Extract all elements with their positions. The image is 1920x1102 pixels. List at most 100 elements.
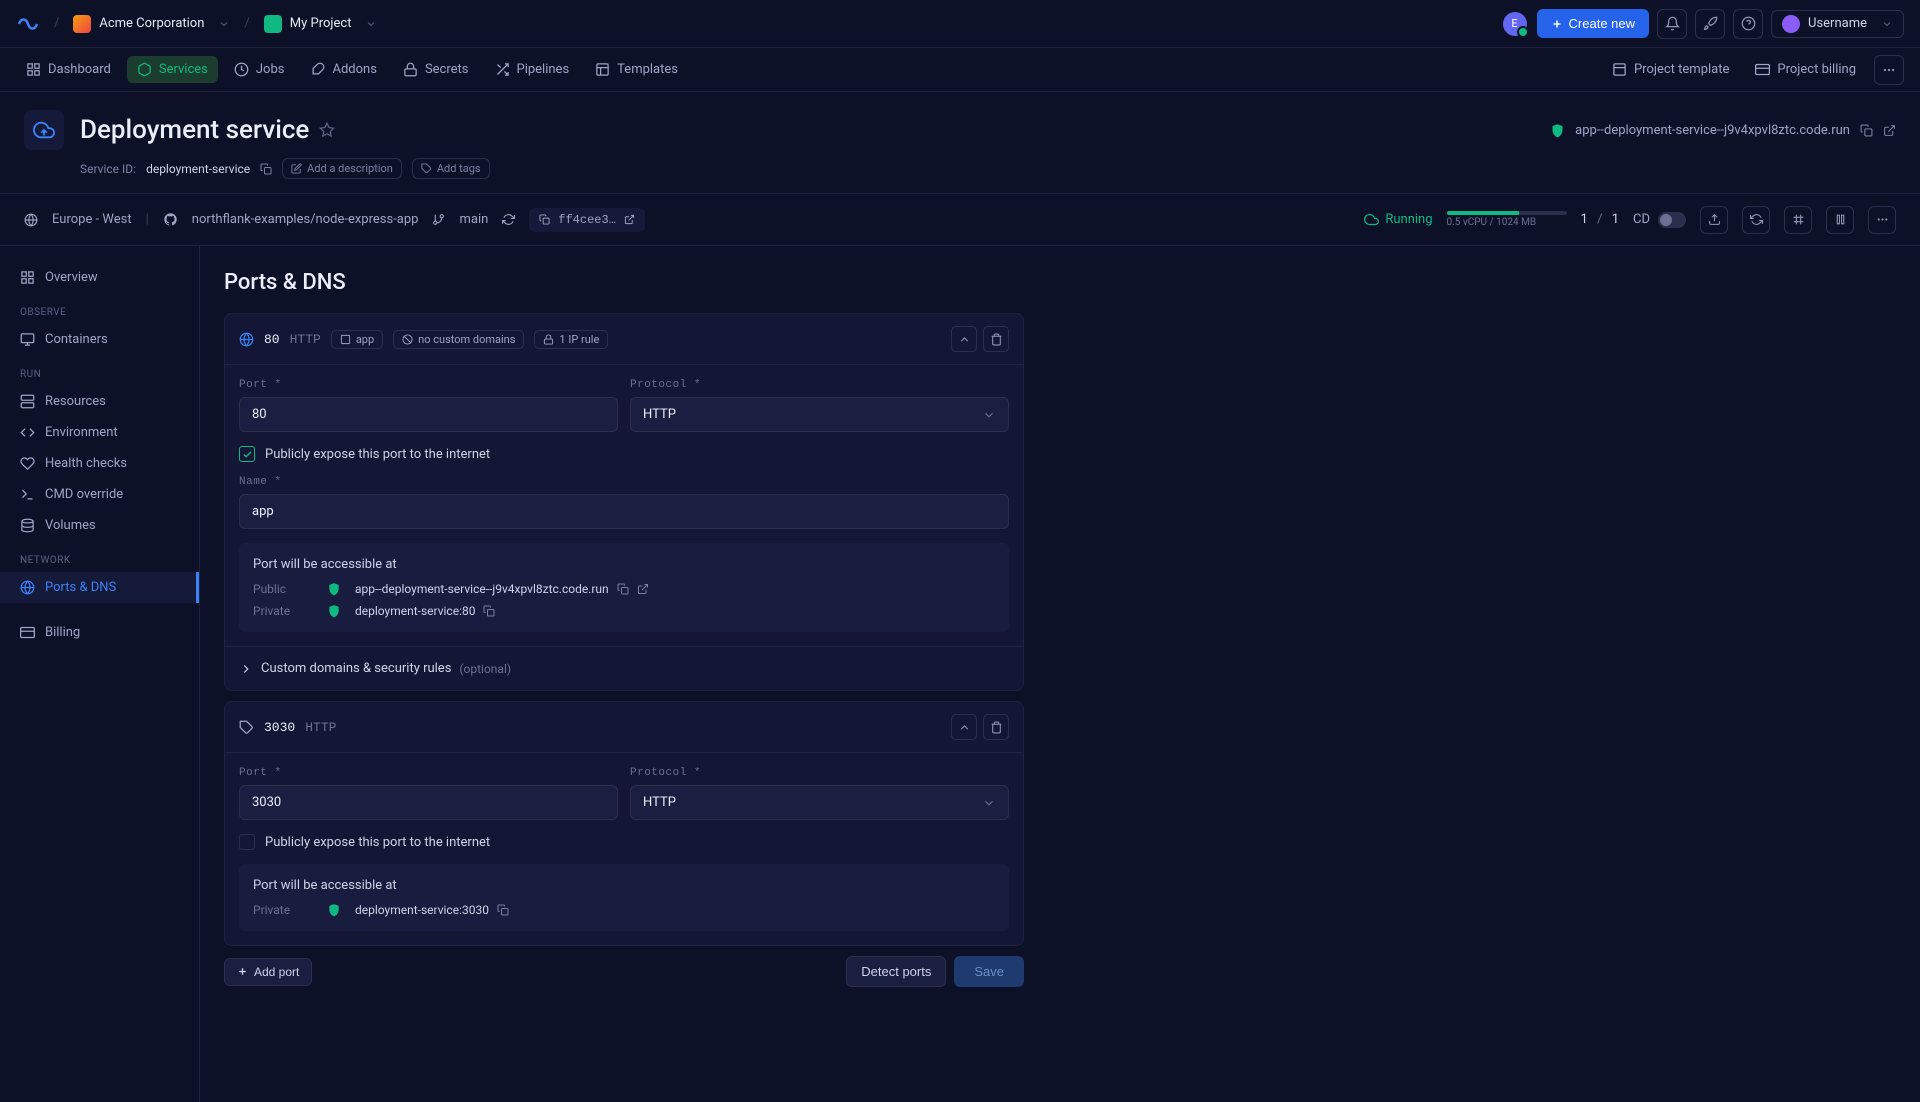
sidebar-item-resources[interactable]: Resources <box>0 386 199 417</box>
collapse-button[interactable] <box>951 326 977 352</box>
access-title: Port will be accessible at <box>253 557 995 572</box>
repo[interactable]: northflank-examples/node-express-app <box>192 212 419 227</box>
port-pill: app <box>331 330 383 349</box>
expose-checkbox-row[interactable]: Publicly expose this port to the interne… <box>239 834 1009 850</box>
sidebar-item-health[interactable]: Health checks <box>0 448 199 479</box>
project-selector[interactable]: My Project <box>264 15 378 33</box>
section-title: Ports & DNS <box>224 270 1896 295</box>
logo[interactable] <box>16 12 40 36</box>
nav-project-billing[interactable]: Project billing <box>1745 56 1866 83</box>
nav-jobs[interactable]: Jobs <box>224 56 295 83</box>
notifications-button[interactable] <box>1657 9 1687 39</box>
port-input[interactable] <box>239 785 618 820</box>
port-pill: 1 IP rule <box>534 330 608 349</box>
nav-templates[interactable]: Templates <box>585 56 688 83</box>
cd-toggle[interactable]: CD <box>1633 212 1686 228</box>
name-input[interactable] <box>239 494 1009 529</box>
help-icon <box>1741 16 1756 31</box>
sync-icon[interactable] <box>502 213 515 226</box>
protocol-select[interactable]: HTTP <box>630 397 1009 432</box>
add-description-button[interactable]: Add a description <box>282 158 402 179</box>
port-input[interactable] <box>239 397 618 432</box>
plus-icon <box>237 966 248 977</box>
nav-secrets[interactable]: Secrets <box>393 56 479 83</box>
external-link-icon[interactable] <box>637 583 649 595</box>
star-icon[interactable] <box>319 122 335 138</box>
port-card: 3030HTTPPort *Protocol *HTTPPublicly exp… <box>224 701 1024 946</box>
port-protocol: HTTP <box>290 332 321 347</box>
sidebar-icon <box>20 625 35 640</box>
sidebar-item-overview[interactable]: Overview <box>0 262 199 293</box>
resource-usage: 0.5 vCPU / 1024 MB <box>1447 211 1567 228</box>
custom-domains-row[interactable]: Custom domains & security rules(optional… <box>225 646 1023 690</box>
notification-avatar[interactable]: E <box>1503 12 1527 36</box>
protocol-select[interactable]: HTTP <box>630 785 1009 820</box>
port-pill: no custom domains <box>393 330 524 349</box>
commit-hash: ff4cee3… <box>558 213 616 227</box>
sidebar-item-environment[interactable]: Environment <box>0 417 199 448</box>
checkbox-icon <box>239 446 255 462</box>
globe-icon <box>24 213 38 227</box>
pill-icon <box>402 334 413 345</box>
add-port-button[interactable]: Add port <box>224 958 312 986</box>
copy-icon[interactable] <box>1860 124 1873 137</box>
external-link-icon[interactable] <box>1883 124 1896 137</box>
chevron-down-icon <box>982 796 996 810</box>
scale-button[interactable] <box>1784 206 1812 234</box>
project-icon <box>264 15 282 33</box>
sidebar-icon <box>20 425 35 440</box>
org-selector[interactable]: Acme Corporation <box>73 15 230 33</box>
delete-button[interactable] <box>983 714 1009 740</box>
user-menu[interactable]: Username <box>1771 10 1904 38</box>
nav-pipelines[interactable]: Pipelines <box>485 56 580 83</box>
copy-icon[interactable] <box>260 163 272 175</box>
delete-button[interactable] <box>983 326 1009 352</box>
nav-icon <box>26 62 41 77</box>
deploy-button[interactable] <box>1700 206 1728 234</box>
sidebar-item-billing[interactable]: Billing <box>0 617 199 648</box>
nav-services[interactable]: Services <box>127 56 218 83</box>
copy-icon[interactable] <box>483 605 495 617</box>
chevron-down-icon <box>1881 18 1893 30</box>
service-icon <box>24 110 64 150</box>
pause-button[interactable] <box>1826 206 1854 234</box>
nav-icon <box>495 62 510 77</box>
copy-icon[interactable] <box>497 904 509 916</box>
collapse-button[interactable] <box>951 714 977 740</box>
port-card: 80HTTPappno custom domains1 IP rulePort … <box>224 313 1024 691</box>
sidebar-item-ports[interactable]: Ports & DNS <box>0 572 199 603</box>
changelog-button[interactable] <box>1695 9 1725 39</box>
sidebar-icon <box>20 580 35 595</box>
copy-icon[interactable] <box>617 583 629 595</box>
help-button[interactable] <box>1733 9 1763 39</box>
nav-icon <box>310 62 325 77</box>
nav-addons[interactable]: Addons <box>300 56 386 83</box>
chevron-right-icon <box>239 662 253 676</box>
page-title: Deployment service <box>80 115 309 145</box>
nav-icon <box>137 62 152 77</box>
branch[interactable]: main <box>459 212 488 227</box>
sidebar-item-containers[interactable]: Containers <box>0 324 199 355</box>
nav-more-button[interactable] <box>1874 55 1904 85</box>
nav-icon <box>403 62 418 77</box>
sidebar-icon <box>20 394 35 409</box>
restart-button[interactable] <box>1742 206 1770 234</box>
detect-ports-button[interactable]: Detect ports <box>846 956 946 987</box>
more-button[interactable] <box>1868 206 1896 234</box>
running-status: Running <box>1364 212 1432 227</box>
create-new-button[interactable]: Create new <box>1537 9 1649 38</box>
nav-dashboard[interactable]: Dashboard <box>16 56 121 83</box>
save-button[interactable]: Save <box>954 956 1024 987</box>
access-row: Privatedeployment-service:3030 <box>253 903 995 917</box>
commit-chip[interactable]: ff4cee3… <box>529 208 645 232</box>
sidebar-item-volumes[interactable]: Volumes <box>0 510 199 541</box>
sidebar-item-cmd[interactable]: CMD override <box>0 479 199 510</box>
expose-checkbox-row[interactable]: Publicly expose this port to the interne… <box>239 446 1009 462</box>
sidebar-icon <box>20 270 35 285</box>
nav-project-template[interactable]: Project template <box>1602 56 1739 83</box>
username-label: Username <box>1808 16 1867 31</box>
nav-icon <box>595 62 610 77</box>
sidebar-icon <box>20 518 35 533</box>
instance-count: 1 / 1 <box>1581 212 1619 227</box>
add-tags-button[interactable]: Add tags <box>412 158 490 179</box>
